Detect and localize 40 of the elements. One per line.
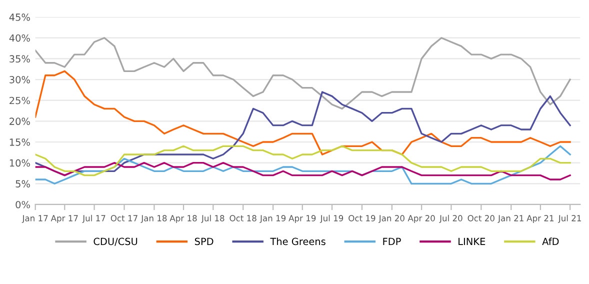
x-tick-label: Apr 17 <box>50 215 78 223</box>
line-series <box>35 145 571 184</box>
legend-label: The Greens <box>270 238 326 246</box>
x-tick-label: Jul 20 <box>439 214 462 223</box>
y-tick-label: 20% <box>10 118 30 126</box>
x-tick-label: Jul 21 <box>558 214 581 223</box>
line-series <box>35 145 571 176</box>
x-tick-label: Oct 19 <box>348 215 376 222</box>
line-series <box>35 37 571 110</box>
y-tick-label: 0% <box>16 200 30 208</box>
x-tick-label: Jan 17 <box>22 215 48 223</box>
y-tick-label: 5% <box>16 180 30 188</box>
y-tick-label: 35% <box>10 55 30 63</box>
x-tick-label: Apr 21 <box>526 215 554 223</box>
x-tick-label: Apr 19 <box>288 215 316 223</box>
y-tick-label: 45% <box>9 14 30 21</box>
x-tick-label: Oct 20 <box>468 215 494 222</box>
y-tick-label: 10% <box>10 159 30 167</box>
x-tick-label: Jul 18 <box>201 214 224 223</box>
legend-label: SPD <box>194 238 214 246</box>
line-series <box>35 70 571 156</box>
y-tick-label: 30% <box>10 76 30 84</box>
x-tick-label: Jan 18 <box>140 215 167 223</box>
x-tick-label: Jan 21 <box>498 215 524 223</box>
legend-label: AfD <box>542 238 559 245</box>
y-tick-label: 40% <box>9 34 30 42</box>
legend-label: FDP <box>383 238 401 245</box>
x-tick-label: Jan 20 <box>378 215 404 223</box>
legend-label: CDU/CSU <box>94 238 138 246</box>
line-series <box>35 162 571 180</box>
y-tick-label: 15% <box>10 138 30 146</box>
x-tick-label: Apr 18 <box>170 215 197 223</box>
y-tick-label: 25% <box>10 96 30 104</box>
x-tick-label: Oct 18 <box>230 215 256 222</box>
x-tick-label: Apr 20 <box>408 215 435 223</box>
x-tick-label: Oct 17 <box>110 215 138 222</box>
x-tick-label: Jul 17 <box>82 214 106 223</box>
legend-label: LINKE <box>458 238 486 245</box>
x-tick-label: Jan 19 <box>260 215 286 223</box>
x-tick-label: Jul 19 <box>320 214 344 223</box>
